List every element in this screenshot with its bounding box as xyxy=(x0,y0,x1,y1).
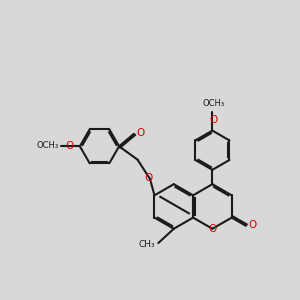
Text: OCH₃: OCH₃ xyxy=(202,99,225,108)
Text: O: O xyxy=(248,220,256,230)
Text: O: O xyxy=(209,115,218,125)
Text: O: O xyxy=(136,128,145,138)
Text: OCH₃: OCH₃ xyxy=(37,141,59,150)
Text: CH₃: CH₃ xyxy=(139,240,155,249)
Text: O: O xyxy=(208,224,217,234)
Text: O: O xyxy=(65,141,73,151)
Text: O: O xyxy=(144,173,153,183)
